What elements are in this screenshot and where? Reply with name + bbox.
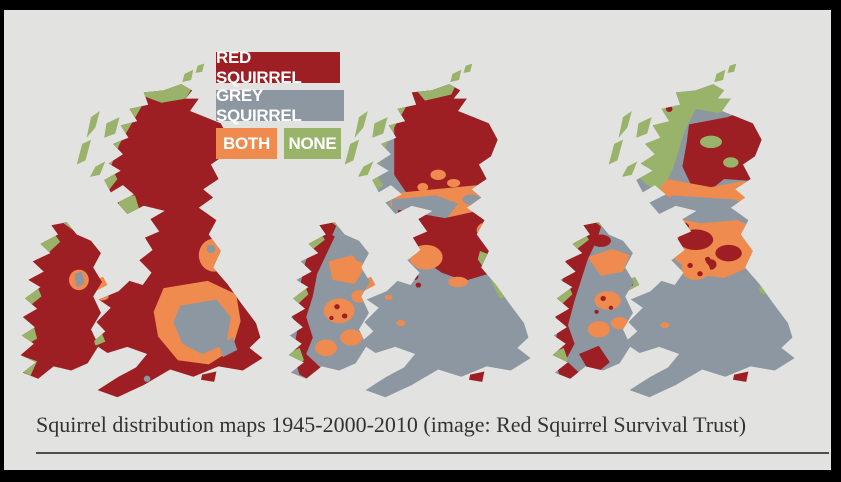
image-content: RED SQUIRREL GREY SQUIRREL BOTH NONE Squ… <box>4 10 831 470</box>
legend-item-both: BOTH <box>216 128 277 159</box>
divider-line <box>36 452 829 454</box>
legend-row-1: RED SQUIRREL <box>216 48 344 87</box>
legend: RED SQUIRREL GREY SQUIRREL BOTH NONE <box>216 48 344 166</box>
legend-row-3: BOTH NONE <box>216 128 344 159</box>
map-2010 <box>552 63 795 398</box>
legend-item-grey-squirrel: GREY SQUIRREL <box>216 86 344 125</box>
legend-label-red-squirrel: RED SQUIRREL <box>216 47 302 87</box>
legend-item-none: NONE <box>284 128 341 159</box>
legend-label-grey-squirrel: GREY SQUIRREL <box>216 85 302 125</box>
legend-item-red-squirrel: RED SQUIRREL <box>216 48 340 87</box>
squirrel-distribution-maps <box>20 63 795 398</box>
legend-row-2: GREY SQUIRREL <box>216 86 344 125</box>
legend-label-both: BOTH <box>223 133 270 153</box>
legend-label-none: NONE <box>288 133 337 153</box>
caption: Squirrel distribution maps 1945-2000-201… <box>36 412 747 437</box>
